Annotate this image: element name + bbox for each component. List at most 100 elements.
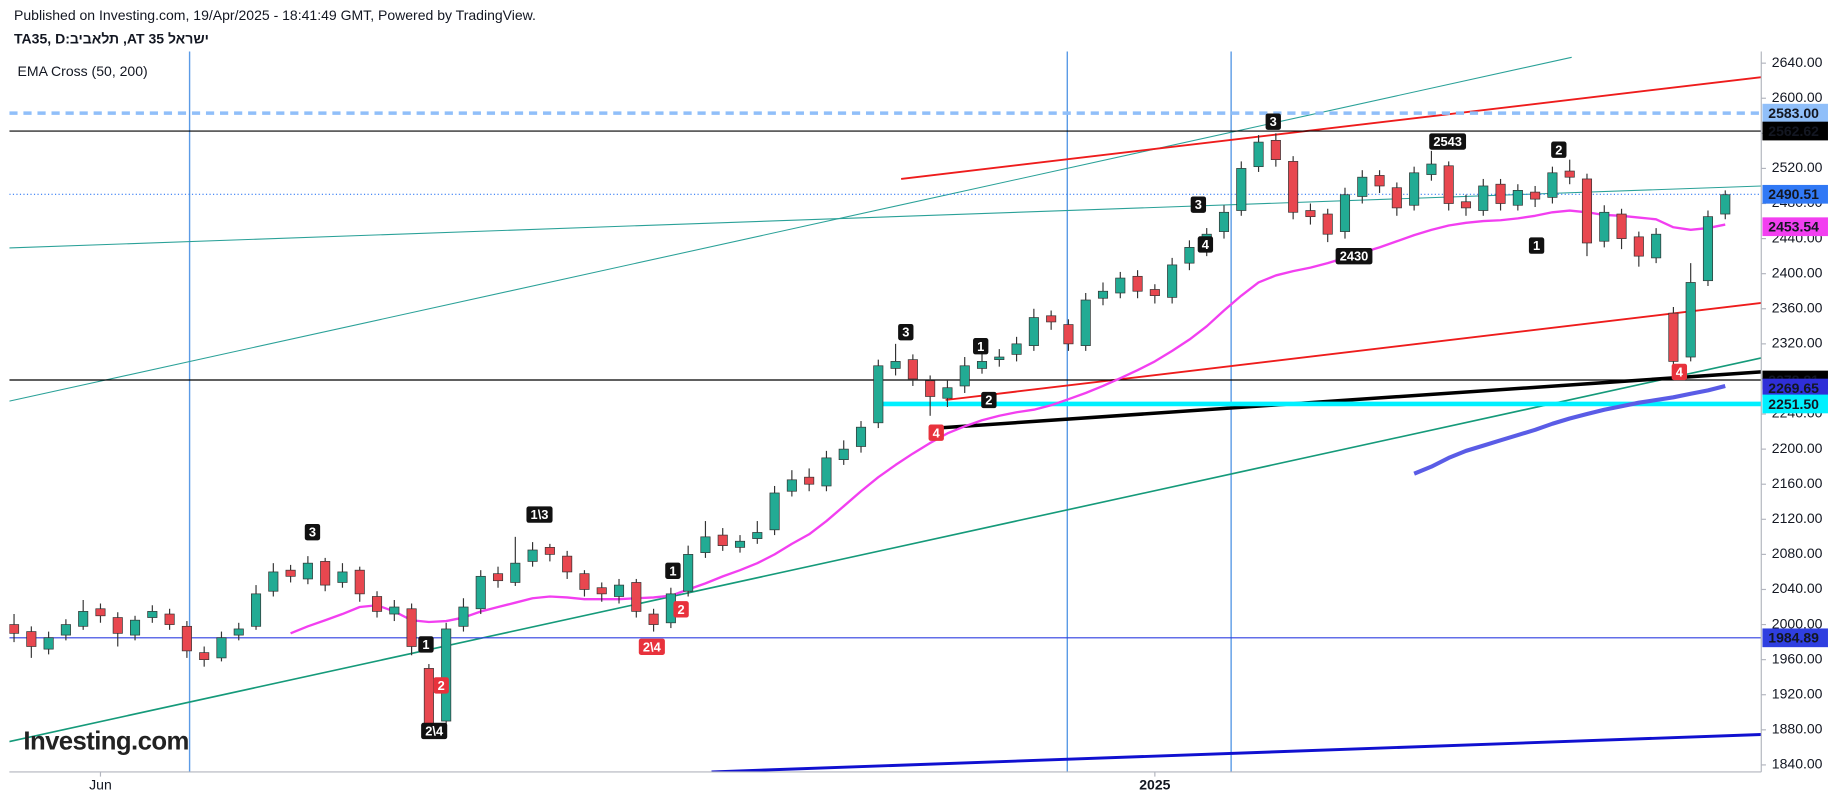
x-tick-label: 2025 bbox=[1139, 777, 1170, 793]
candle-body bbox=[233, 628, 244, 636]
candle-body bbox=[1270, 140, 1281, 160]
wave-label-box bbox=[638, 638, 665, 655]
candle-body bbox=[1218, 211, 1230, 232]
candle-body bbox=[786, 479, 797, 492]
price-label: 2562.62 bbox=[1768, 123, 1819, 139]
symbol-title: TA35, D:ביבאלת ,AT 35 לארשי bbox=[14, 30, 209, 46]
trend-line bbox=[901, 76, 1762, 180]
candle-body bbox=[164, 613, 175, 625]
wave-label-box bbox=[973, 338, 989, 355]
wave-label-box bbox=[1190, 196, 1207, 213]
candle-body bbox=[268, 571, 279, 592]
price-label-box bbox=[1762, 628, 1828, 648]
candle-body bbox=[1702, 216, 1714, 282]
candle-body bbox=[1685, 282, 1696, 358]
price-label-box bbox=[1762, 103, 1828, 123]
candle-body bbox=[1495, 183, 1506, 204]
wave-label: 1 bbox=[669, 563, 676, 578]
candle-body bbox=[994, 356, 1005, 360]
candle-body bbox=[1080, 299, 1091, 346]
trend-line bbox=[936, 370, 1762, 430]
price-label-box bbox=[1762, 217, 1828, 237]
wave-label: 4 bbox=[933, 425, 941, 440]
candle-body bbox=[1253, 141, 1264, 168]
candle-body bbox=[199, 652, 210, 660]
axes: 1840.00 1880.00 1920.00 1960.00 2000.00 2040.… bbox=[89, 54, 1828, 793]
candle-body bbox=[95, 608, 106, 617]
candle-body bbox=[976, 361, 988, 369]
candle-body bbox=[60, 624, 71, 636]
candle-body bbox=[1668, 312, 1679, 362]
candle-body bbox=[510, 562, 521, 583]
ema-line bbox=[290, 209, 1726, 635]
candle-body bbox=[1305, 210, 1316, 218]
price-label-box bbox=[1762, 394, 1828, 414]
candle-body bbox=[78, 611, 89, 627]
candle-body bbox=[1011, 343, 1022, 355]
candle-body bbox=[648, 613, 659, 625]
wave-label: 3 bbox=[902, 325, 909, 340]
logo: Investing.com bbox=[23, 727, 188, 755]
wave-label-box bbox=[1671, 363, 1688, 381]
candle-body bbox=[1391, 187, 1402, 209]
candle-body bbox=[717, 534, 728, 546]
wave-label-box bbox=[418, 636, 434, 653]
candle-body bbox=[1167, 264, 1178, 298]
candle-body bbox=[492, 573, 504, 582]
candle-body bbox=[1720, 194, 1731, 215]
candle-body bbox=[320, 561, 331, 586]
candle-body bbox=[1460, 201, 1472, 209]
candle-body bbox=[406, 608, 417, 647]
candle-body bbox=[1357, 176, 1368, 197]
candle-body bbox=[1478, 185, 1489, 211]
candle-body bbox=[9, 624, 20, 634]
candle-body bbox=[1409, 172, 1420, 206]
price-label-box bbox=[1762, 184, 1828, 204]
candle-body bbox=[1547, 172, 1558, 198]
candle-body bbox=[1322, 213, 1333, 235]
y-tick-label: 2400.00 bbox=[1772, 264, 1823, 280]
trend-line bbox=[9, 185, 1762, 249]
candle-body bbox=[855, 426, 867, 447]
y-tick-label: 2040.00 bbox=[1772, 580, 1823, 596]
candle-body bbox=[527, 549, 538, 562]
candle-body bbox=[147, 611, 158, 618]
wave-label: 2 bbox=[438, 678, 445, 693]
trend-line bbox=[9, 56, 1572, 402]
y-tick-label: 1880.00 bbox=[1772, 721, 1823, 737]
candle-body bbox=[1184, 247, 1195, 264]
candle-body bbox=[1236, 168, 1247, 211]
wave-label-box bbox=[1429, 133, 1467, 150]
y-tick-label: 2640.00 bbox=[1772, 54, 1823, 70]
candle-body bbox=[43, 637, 54, 650]
candle-body bbox=[216, 637, 227, 659]
candle-body bbox=[579, 573, 590, 590]
price-label: 1984.89 bbox=[1768, 630, 1819, 646]
wave-label: 3 bbox=[1270, 114, 1277, 129]
candle-body bbox=[1512, 190, 1523, 206]
candle-body bbox=[700, 536, 711, 553]
wave-label-box bbox=[304, 523, 321, 541]
candle-body bbox=[1530, 191, 1541, 200]
x-tick-label: Jun bbox=[89, 777, 112, 793]
candle-body bbox=[1564, 170, 1575, 178]
wave-label: 4 bbox=[1676, 364, 1684, 379]
y-tick-label: 2600.00 bbox=[1772, 89, 1823, 105]
candle-body bbox=[26, 631, 37, 647]
price-label-box bbox=[1762, 121, 1828, 141]
candle-body bbox=[130, 619, 141, 636]
candle-body bbox=[1132, 275, 1143, 292]
wave-label: 1\3 bbox=[531, 507, 549, 522]
candle-body bbox=[458, 606, 469, 627]
candle-body bbox=[1633, 236, 1644, 257]
candle-body bbox=[1616, 213, 1627, 239]
candle-body bbox=[181, 625, 192, 652]
wave-label-box bbox=[898, 323, 914, 341]
y-tick-label: 1920.00 bbox=[1772, 685, 1823, 701]
candle-body bbox=[683, 554, 694, 592]
candle-body bbox=[596, 587, 607, 595]
wave-label-box bbox=[526, 506, 553, 523]
candle-body bbox=[371, 596, 383, 612]
